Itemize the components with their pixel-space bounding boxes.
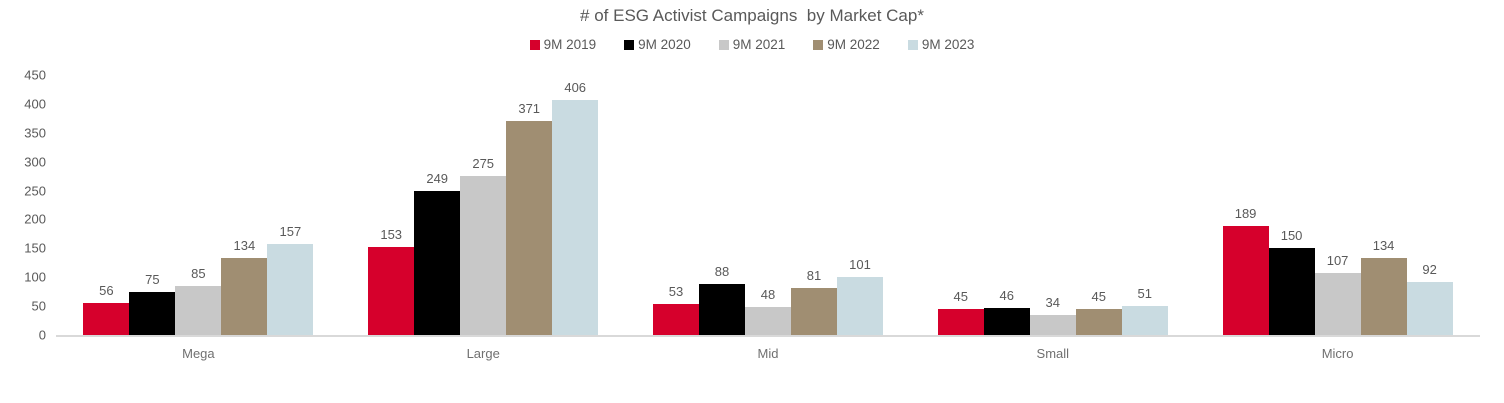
bar-value-label: 150 — [1280, 228, 1303, 243]
y-tick-label: 300 — [24, 154, 46, 170]
bar-value-label: 101 — [849, 257, 871, 272]
x-axis: Mega Large Mid Small Micro — [56, 337, 1480, 361]
legend-item-9m-2020: 9M 2020 — [624, 37, 691, 52]
bar-value-label: 81 — [806, 268, 822, 283]
bar-9m-2019-mid: 53 — [652, 284, 699, 335]
bar-value-label: 48 — [760, 287, 776, 302]
bar-9m-2019-small: 45 — [937, 289, 984, 335]
bar-value-label: 153 — [380, 227, 403, 242]
legend-label: 9M 2022 — [827, 37, 880, 52]
legend-item-9m-2023: 9M 2023 — [907, 37, 975, 52]
bar-9m-2021-mid: 48 — [744, 287, 791, 335]
legend-swatch-icon — [718, 39, 729, 50]
bar-value-label: 157 — [279, 224, 302, 239]
x-category-label-mega: Mega — [182, 346, 215, 361]
plot-area: 56 75 85 134 157 153 249 275 371 406 53 88 48 81 101 45… — [56, 75, 1480, 337]
bar-9m-2022-micro: 134 — [1360, 238, 1407, 335]
bar-value-label: 75 — [145, 272, 160, 287]
bar-value-label: 34 — [1045, 295, 1061, 310]
bar-value-label: 134 — [233, 238, 256, 253]
bar-9m-2019-mega: 56 — [83, 283, 130, 335]
legend-label: 9M 2021 — [732, 37, 786, 52]
bar-9m-2019-large: 153 — [368, 227, 415, 335]
bar-group-micro: 189 150 107 134 92 — [1195, 75, 1480, 335]
x-category-label-mid: Mid — [757, 346, 779, 361]
bar-9m-2022-mid: 81 — [790, 268, 837, 335]
legend-swatch-icon — [907, 39, 918, 50]
bar-value-label: 134 — [1372, 238, 1395, 253]
bar-9m-2020-mega: 75 — [129, 272, 176, 335]
legend-label: 9M 2019 — [543, 37, 597, 52]
x-category-label-large: Large — [466, 346, 500, 361]
legend-item-9m-2019: 9M 2019 — [529, 37, 597, 52]
bar-9m-2023-micro: 92 — [1406, 262, 1453, 335]
bar-value-label: 88 — [714, 264, 730, 279]
bar-9m-2020-mid: 88 — [698, 264, 745, 335]
chart-title: # of ESG Activist Campaigns by Market Ca… — [580, 6, 924, 25]
bar-9m-2021-micro: 107 — [1314, 253, 1361, 335]
bar-9m-2023-small: 51 — [1121, 286, 1168, 335]
y-tick-label: 50 — [31, 298, 46, 314]
bar-9m-2022-large: 371 — [506, 101, 553, 335]
bar-value-label: 51 — [1137, 286, 1153, 301]
bar-value-label: 56 — [99, 283, 114, 298]
bar-9m-2021-small: 34 — [1029, 295, 1076, 335]
bar-group-mid: 53 88 48 81 101 — [626, 75, 911, 335]
bar-value-label: 53 — [668, 284, 684, 299]
bar-9m-2021-mega: 85 — [175, 266, 222, 335]
y-axis: 0 50 100 150 200 250 300 350 400 450 — [0, 69, 46, 342]
bar-value-label: 371 — [518, 101, 541, 116]
bar-9m-2022-mega: 134 — [221, 238, 268, 335]
legend-swatch-icon — [529, 39, 540, 50]
bar-value-label: 45 — [1091, 289, 1107, 304]
bar-9m-2020-large: 249 — [414, 171, 461, 335]
y-tick-label: 400 — [24, 96, 46, 112]
bar-value-label: 85 — [191, 266, 206, 281]
bar-9m-2019-micro: 189 — [1222, 206, 1269, 335]
y-tick-label: 250 — [24, 183, 46, 199]
bar-value-label: 45 — [953, 289, 969, 304]
bar-value-label: 92 — [1422, 262, 1437, 277]
x-category-label-small: Small — [1036, 346, 1070, 361]
bar-9m-2021-large: 275 — [460, 156, 507, 335]
legend-swatch-icon — [813, 39, 824, 50]
bar-group-large: 153 249 275 371 406 — [341, 75, 626, 335]
bar-value-label: 406 — [564, 80, 587, 95]
y-tick-label: 150 — [24, 240, 46, 256]
bar-value-label: 107 — [1326, 253, 1349, 268]
bar-group-small: 45 46 34 45 51 — [910, 75, 1195, 335]
bar-value-label: 46 — [999, 288, 1015, 303]
legend-label: 9M 2020 — [638, 37, 691, 52]
plot-region: 0 50 100 150 200 250 300 350 400 450 56 75 85 134 157… — [0, 69, 1504, 375]
bar-9m-2023-mega: 157 — [267, 224, 314, 335]
bar-9m-2023-mid: 101 — [836, 257, 883, 335]
x-category-label-micro: Micro — [1321, 346, 1354, 361]
legend-label: 9M 2023 — [921, 37, 975, 52]
bar-value-label: 189 — [1234, 206, 1257, 221]
y-tick-label: 0 — [38, 327, 46, 343]
bar-value-label: 249 — [426, 171, 449, 186]
chart-legend: 9M 2019 9M 2020 9M 2021 9M 2022 9M 2023 — [0, 37, 1504, 52]
bar-9m-2020-micro: 150 — [1268, 228, 1315, 335]
bar-group-mega: 56 75 85 134 157 — [56, 75, 341, 335]
legend-swatch-icon — [624, 39, 635, 50]
y-tick-label: 450 — [24, 67, 46, 83]
bar-9m-2022-small: 45 — [1075, 289, 1122, 335]
legend-item-9m-2022: 9M 2022 — [813, 37, 880, 52]
bar-9m-2023-large: 406 — [552, 80, 599, 335]
y-tick-label: 100 — [24, 269, 46, 285]
y-tick-label: 200 — [24, 211, 46, 227]
y-tick-label: 350 — [24, 125, 46, 141]
legend-item-9m-2021: 9M 2021 — [718, 37, 786, 52]
bar-9m-2020-small: 46 — [983, 288, 1030, 335]
bar-value-label: 275 — [472, 156, 495, 171]
